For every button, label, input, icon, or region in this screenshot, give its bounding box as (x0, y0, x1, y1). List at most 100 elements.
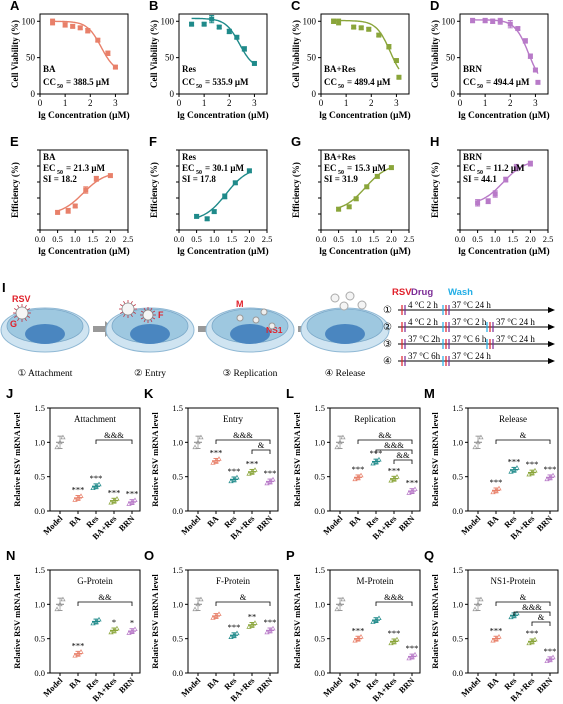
panel-title: F-Protein (216, 576, 251, 586)
qpcr-panel-Q: Q 0.0 0.5 1.0 1.5 Relative RSV mRNA level NS1-… (424, 548, 559, 704)
y-axis-label: Cell Viability (%) (430, 20, 440, 88)
x-tick-label: 0.0 (35, 234, 46, 244)
si-value: SI = 17.8 (182, 174, 216, 184)
data-point (351, 24, 357, 30)
replicate-point (96, 481, 102, 487)
axes-frame (320, 13, 410, 95)
timeline-arrowhead (548, 324, 555, 330)
bracket-label: & (240, 592, 247, 602)
replicate-point (270, 476, 276, 482)
data-point (364, 184, 370, 190)
panel-title: Replication (354, 414, 396, 424)
category-label: BRN (255, 513, 275, 533)
axes-frame (467, 569, 559, 674)
category-label: BA (347, 513, 363, 529)
segment-label: 4 °C 2 h (408, 317, 438, 327)
dose-response-panel-G: G 0.0 0.5 1.0 1.5 2.0 2.5 lg Concentration (μM)… (291, 134, 414, 257)
panel-letter: F (149, 134, 157, 149)
panel-letter: J (6, 386, 13, 401)
x-tick-label: 2 (88, 98, 93, 108)
bracket-label: &&& (233, 430, 253, 440)
axes-frame (178, 13, 268, 95)
x-axis-label: lg Concentration (μM) (458, 110, 549, 121)
stat-value: = 489.4 μM (347, 77, 391, 87)
panel-title: G-Protein (77, 576, 113, 586)
comparison-bracket: & (495, 430, 551, 444)
category-label: Model (321, 675, 345, 699)
panel-letter: O (144, 548, 154, 563)
significance-stars: *** (90, 473, 103, 483)
y-tick-label: 100 (442, 16, 456, 26)
stat-label: EC (182, 163, 195, 173)
y-tick-label: 1.5 (34, 403, 45, 413)
virus-spike (120, 311, 124, 314)
data-point (515, 26, 521, 32)
virus-icon (13, 304, 31, 322)
qpcr-panel-M: M 0.0 0.5 1.0 1.5 Relative RSV mRNA level Rele… (424, 386, 559, 542)
segment-label: 37 °C 6h (408, 351, 441, 361)
replicate-point (358, 634, 364, 639)
bracket-line (513, 611, 551, 616)
category-label: BRN (397, 675, 417, 695)
y-tick-label: 1.0 (34, 599, 45, 609)
y-axis-label: Efficiency (%) (149, 162, 159, 218)
x-axis-label: lg Concentration (μM) (319, 246, 410, 257)
replicate-point (514, 465, 520, 470)
x-tick-label: 0.0 (316, 234, 327, 244)
virus-spike (120, 304, 124, 307)
data-point (336, 206, 342, 212)
axes-frame (329, 569, 421, 674)
drug-label: BA+Res (324, 152, 356, 162)
vesicle (268, 322, 276, 330)
virus-spike (132, 311, 136, 314)
replicate-point (78, 493, 84, 498)
significance-stars: *** (544, 646, 557, 656)
replicate-point (57, 439, 63, 445)
stat-label: EC (324, 163, 337, 173)
y-tick-label: 50 (307, 53, 317, 63)
virus-spike (150, 319, 153, 323)
category-label: Model (41, 675, 65, 699)
replicate-point (496, 634, 502, 639)
data-point (374, 173, 380, 179)
virus-spike (17, 317, 20, 321)
category-label: BA (67, 513, 83, 529)
comparison-bracket: &&& (375, 440, 413, 454)
comparison-bracket: && (393, 450, 413, 464)
si-value: SI = 44.1 (463, 174, 497, 184)
y-axis-label: Cell Viability (%) (149, 20, 159, 88)
bracket-label: & (520, 592, 527, 602)
virus-spike (152, 310, 156, 313)
axes-frame (187, 569, 279, 674)
data-point (95, 37, 101, 43)
drug-label: BA+Res (324, 64, 356, 74)
y-tick-label: 50 (26, 53, 36, 63)
axes-frame (178, 149, 268, 231)
vesicle (260, 308, 268, 316)
segment-label: 37 °C 24 h (496, 317, 535, 327)
x-tick-label: 2.5 (404, 234, 415, 244)
stat-label: EC (43, 163, 56, 173)
schematic-panel: I ① Attachment ② Entry ③ Replication ④ Relea… (0, 280, 555, 379)
replicate-point (198, 434, 204, 440)
x-tick-label: 0.5 (472, 234, 483, 244)
y-tick-label: 0.5 (314, 634, 325, 644)
data-point (105, 50, 111, 56)
bracket-line (531, 621, 551, 626)
qpcr-panel-P: P 0.0 0.5 1.0 1.5 Relative RSV mRNA level M-Pr… (286, 548, 421, 704)
data-point (503, 177, 509, 183)
released-virion (357, 300, 367, 310)
stat-label: CC (43, 77, 56, 87)
comparison-bracket: & (251, 440, 271, 454)
replicate-point (234, 474, 240, 480)
virus-spike (14, 315, 18, 318)
category-label: Model (41, 513, 65, 537)
data-point (93, 176, 99, 182)
replicate-point (57, 601, 63, 607)
drug-label: Res (182, 152, 196, 162)
significance-stars: *** (264, 468, 277, 478)
f-label: F (158, 310, 164, 320)
x-tick-label: 0 (458, 98, 463, 108)
virus-spike (143, 307, 146, 311)
data-point (386, 44, 392, 50)
